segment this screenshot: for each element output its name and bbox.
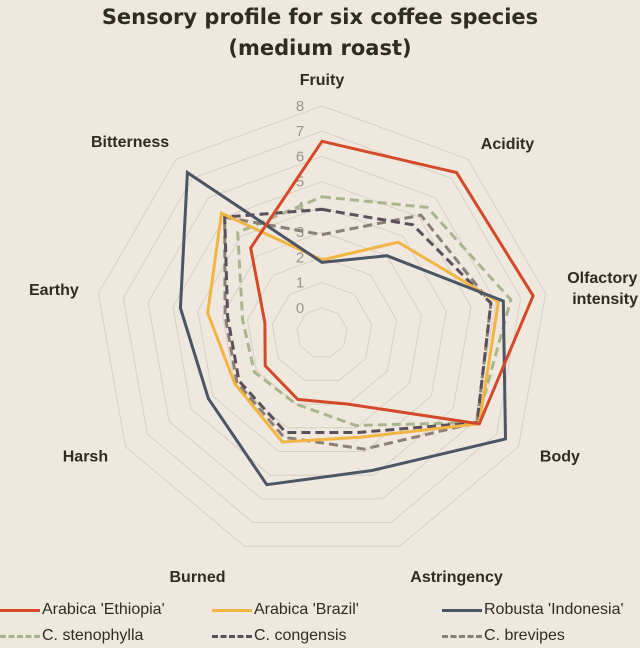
- grid-ring: [222, 231, 422, 429]
- axis-label-bitterness: Bitterness: [91, 134, 169, 151]
- series-line-c-congensis: [223, 207, 493, 434]
- radial-tick-label: 2: [296, 249, 304, 266]
- axis-label-astringency: Astringency: [410, 569, 503, 586]
- chart-subtitle: (medium roast): [228, 36, 412, 60]
- grid-ring: [296, 307, 348, 358]
- radial-tick-label: 8: [296, 98, 304, 115]
- axis-label-line: Acidity: [481, 136, 534, 153]
- axis-label-line: Burned: [170, 569, 226, 586]
- grid-ring: [246, 256, 398, 405]
- axis-label-line: Harsh: [63, 449, 108, 466]
- legend-swatch: [212, 634, 252, 638]
- legend-label: C. stenophylla: [42, 627, 144, 644]
- series-line-c-stenophylla: [236, 195, 513, 427]
- legend-label: Arabica 'Brazil': [254, 601, 359, 618]
- series-line-arabica-brazil: [206, 210, 501, 444]
- axis-label-acidity: Acidity: [481, 136, 534, 153]
- grid-rings: [97, 105, 547, 547]
- axis-label-harsh: Harsh: [63, 449, 108, 466]
- legend-item: Arabica 'Brazil': [212, 601, 359, 619]
- radial-tick-label: 0: [296, 300, 304, 317]
- grid-ring: [97, 105, 547, 547]
- axis-label-line: Body: [540, 449, 580, 466]
- legend-label: Robusta 'Indonesia': [484, 601, 624, 618]
- grid-ring: [271, 282, 373, 381]
- chart-title-main: Sensory profile for six coffee species: [101, 5, 539, 29]
- legend-label: Arabica 'Ethiopia': [42, 601, 165, 618]
- series-lines: [178, 139, 535, 487]
- radial-tick-label: 5: [296, 174, 304, 191]
- axis-label-line: Earthy: [29, 282, 79, 299]
- legend-item: C. stenophylla: [0, 627, 143, 645]
- legend-label: C. brevipes: [484, 627, 565, 644]
- axis-labels: Fruity Acidity Olfactory intensity Body Astri…: [29, 72, 638, 586]
- axis-label-line: Astringency: [410, 569, 503, 586]
- legend-swatch: [0, 608, 40, 612]
- legend-swatch: [0, 634, 40, 638]
- grid-ring: [197, 206, 447, 452]
- axis-label-line: Olfactory: [567, 270, 637, 287]
- axis-label-earthy: Earthy: [29, 282, 79, 299]
- legend-item: Robusta 'Indonesia': [442, 601, 624, 619]
- chart-title: Sensory profile for six coffee species (…: [0, 2, 640, 64]
- grid-ring: [172, 181, 472, 476]
- series-line-c-brevipes: [223, 213, 493, 451]
- radial-tick-label: 1: [296, 275, 304, 292]
- legend-item: Arabica 'Ethiopia': [0, 601, 165, 619]
- radial-tick-label: 3: [296, 224, 304, 241]
- series-line-arabica-ethiopia: [249, 139, 535, 426]
- axis-label-body: Body: [540, 449, 580, 466]
- legend-item: C. congensis: [212, 627, 347, 645]
- legend-swatch: [442, 608, 482, 612]
- grid-ring: [147, 155, 497, 500]
- axis-label-burned: Burned: [170, 569, 226, 586]
- grid-ring: [122, 130, 522, 524]
- legend-item: C. brevipes: [442, 627, 565, 645]
- axis-label-fruity: Fruity: [300, 72, 345, 89]
- series-line-robusta-indonesia: [178, 169, 508, 487]
- legend-swatch: [442, 634, 482, 638]
- axis-label-line: Bitterness: [91, 134, 169, 151]
- legend-swatch: [212, 608, 252, 612]
- radial-tick-label: 7: [296, 123, 304, 140]
- legend-label: C. congensis: [254, 627, 347, 644]
- axis-label-line: intensity: [572, 291, 638, 308]
- axis-label-olfactory-intensity: Olfactory intensity: [567, 270, 638, 308]
- radial-tick-label: 6: [296, 148, 304, 165]
- axis-label-line: Fruity: [300, 72, 345, 89]
